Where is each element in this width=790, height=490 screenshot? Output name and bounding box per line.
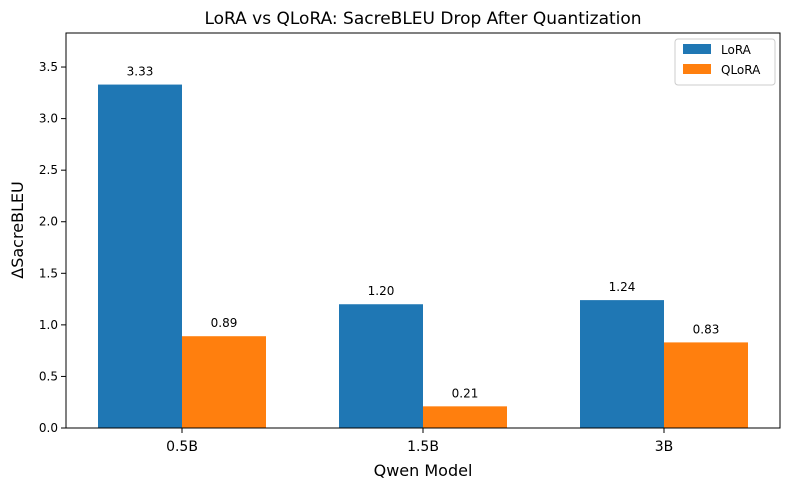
- bar-qlora-3b: [664, 342, 748, 428]
- bar-lora-3b: [580, 300, 664, 428]
- y-axis: 0.0 0.5 1.0 1.5 2.0 2.5 3.0 3.5: [39, 60, 66, 435]
- y-tick-label: 1.5: [39, 266, 58, 280]
- bar-qlora-0-5b: [182, 336, 266, 428]
- bar-qlora-1-5b: [423, 406, 507, 428]
- data-label: 1.24: [609, 280, 636, 294]
- data-label: 0.83: [693, 322, 720, 336]
- x-axis-label: Qwen Model: [374, 461, 473, 480]
- y-tick-label: 1.0: [39, 318, 58, 332]
- x-axis: 0.5B 1.5B 3B: [166, 428, 673, 455]
- chart-title: LoRA vs QLoRA: SacreBLEU Drop After Quan…: [204, 9, 641, 29]
- y-tick-label: 0.0: [39, 421, 58, 435]
- data-label: 1.20: [368, 284, 395, 298]
- x-tick-label: 1.5B: [407, 439, 439, 455]
- y-tick-label: 3.5: [39, 60, 58, 74]
- legend-label-lora: LoRA: [721, 43, 752, 57]
- y-axis-label: ΔSacreBLEU: [8, 181, 27, 278]
- bars-group: [98, 84, 748, 428]
- y-tick-label: 2.0: [39, 215, 58, 229]
- x-tick-label: 0.5B: [166, 439, 198, 455]
- y-tick-label: 0.5: [39, 369, 58, 383]
- data-label: 0.89: [211, 316, 238, 330]
- x-tick-label: 3B: [655, 439, 674, 455]
- data-label: 3.33: [127, 65, 154, 79]
- legend-swatch-qlora: [683, 64, 711, 74]
- legend-label-qlora: QLoRA: [721, 63, 761, 77]
- legend-swatch-lora: [683, 44, 711, 54]
- data-label: 0.21: [452, 386, 479, 400]
- y-tick-label: 2.5: [39, 163, 58, 177]
- legend: LoRA QLoRA: [674, 38, 776, 86]
- data-labels-group: 3.33 1.20 1.24 0.89 0.21 0.83: [127, 65, 720, 401]
- bar-lora-1-5b: [339, 304, 423, 428]
- bar-lora-0-5b: [98, 84, 182, 428]
- y-tick-label: 3.0: [39, 112, 58, 126]
